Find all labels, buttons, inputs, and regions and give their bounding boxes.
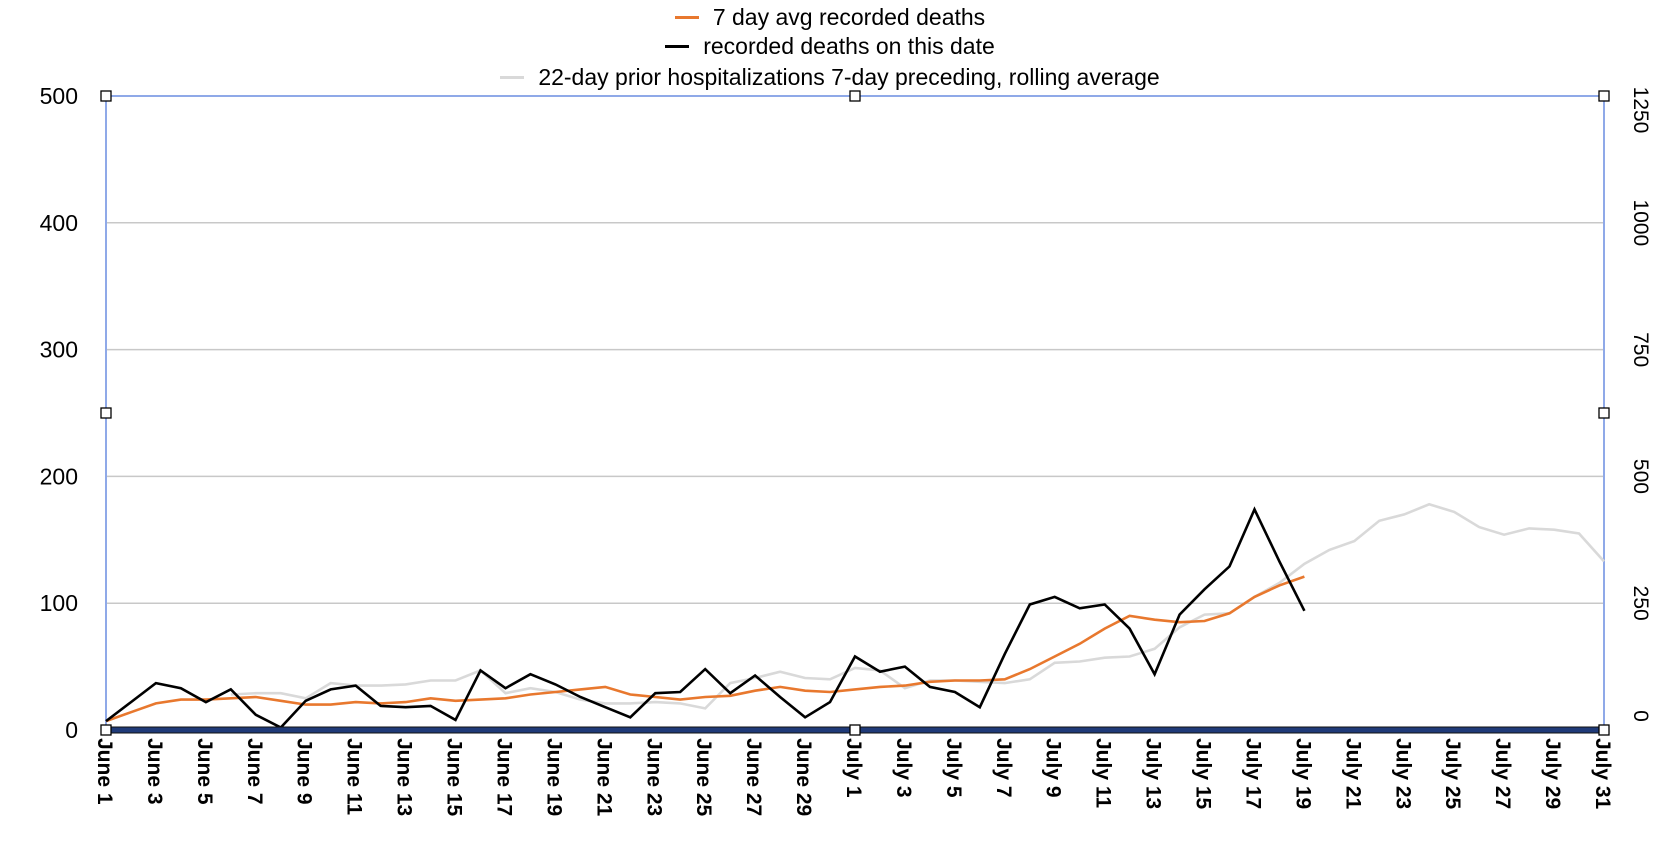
x-tick-label: June 23 xyxy=(642,738,665,816)
x-tick-label: June 25 xyxy=(692,738,715,817)
y-tick-label: 400 xyxy=(40,210,78,236)
x-tick-label: July 1 xyxy=(842,738,865,798)
x-tick-label: July 29 xyxy=(1541,738,1564,809)
resize-handle[interactable] xyxy=(100,407,112,419)
x-tick-label: July 13 xyxy=(1142,738,1165,809)
y-tick-label: 0 xyxy=(65,717,78,743)
x-tick-label: June 5 xyxy=(193,738,216,805)
x-tick-label: June 27 xyxy=(742,738,765,816)
legend-swatch-black xyxy=(665,44,690,48)
x-tick-label: July 5 xyxy=(942,738,965,798)
y-tick-label: 300 xyxy=(40,337,78,363)
gridlines xyxy=(106,222,1604,604)
resize-handle[interactable] xyxy=(849,724,861,736)
x-axis-ticks: June 1 June 3 June 5 June 7 June 9 June 11 Jun… xyxy=(93,738,1614,817)
selection-handles[interactable] xyxy=(100,90,1610,736)
secondary-y-axis-ticks: 0 250 500 750 1000 1250 xyxy=(1629,87,1652,722)
resize-handle[interactable] xyxy=(849,90,861,102)
x-tick-label: July 3 xyxy=(892,738,915,798)
y2-tick-label: 1250 xyxy=(1629,87,1652,134)
resize-handle[interactable] xyxy=(1598,407,1610,419)
y-tick-label: 100 xyxy=(40,590,78,616)
legend-swatch-gray xyxy=(500,75,525,79)
legend-label: recorded deaths on this date xyxy=(703,33,995,59)
resize-handle[interactable] xyxy=(100,724,112,736)
y-tick-label: 500 xyxy=(40,83,78,109)
resize-handle[interactable] xyxy=(1598,724,1610,736)
x-tick-label: July 27 xyxy=(1491,738,1514,809)
legend-label: 7 day avg recorded deaths xyxy=(712,4,986,30)
x-tick-label: June 13 xyxy=(393,738,416,816)
series-line-0 xyxy=(105,575,1305,723)
x-tick-label: July 31 xyxy=(1591,738,1614,810)
legend-item-7day-avg[interactable]: 7 day avg recorded deaths xyxy=(0,3,1660,31)
x-tick-label: June 1 xyxy=(93,738,116,805)
x-tick-label: July 21 xyxy=(1341,738,1364,810)
resize-handle[interactable] xyxy=(1598,90,1610,102)
x-tick-label: June 7 xyxy=(243,738,266,805)
x-tick-label: June 3 xyxy=(143,738,166,805)
legend-item-hospitalizations[interactable]: 22-day prior hospitalizations 7-day prec… xyxy=(0,63,1660,91)
legend-swatch-orange xyxy=(674,15,699,19)
x-tick-label: July 19 xyxy=(1291,738,1314,809)
series-line-1 xyxy=(105,506,1306,730)
chart-selection-border xyxy=(105,95,1605,731)
x-tick-label: July 17 xyxy=(1241,738,1264,809)
x-tick-label: June 19 xyxy=(542,738,565,816)
x-tick-label: July 25 xyxy=(1441,738,1464,810)
x-tick-label: June 21 xyxy=(592,738,615,817)
y2-tick-label: 250 xyxy=(1629,586,1652,621)
y2-tick-label: 750 xyxy=(1629,332,1652,367)
primary-y-axis-ticks: 0 100 200 300 400 500 xyxy=(40,83,78,743)
series-layer xyxy=(105,502,1605,730)
x-tick-label: June 29 xyxy=(792,738,815,816)
x-tick-label: June 15 xyxy=(443,738,466,817)
x-tick-label: June 9 xyxy=(293,738,316,805)
x-tick-label: June 11 xyxy=(343,738,366,815)
selection-frame[interactable] xyxy=(105,95,1605,731)
x-tick-label: July 9 xyxy=(1042,738,1065,798)
y-tick-label: 200 xyxy=(40,463,78,489)
legend-label: 22-day prior hospitalizations 7-day prec… xyxy=(538,64,1160,90)
x-tick-label: July 15 xyxy=(1192,738,1215,810)
x-tick-label: June 17 xyxy=(492,738,515,816)
y2-tick-label: 500 xyxy=(1629,459,1652,494)
x-tick-label: July 7 xyxy=(992,738,1015,798)
x-tick-label: July 23 xyxy=(1391,738,1414,809)
legend-item-recorded-deaths[interactable]: recorded deaths on this date xyxy=(0,32,1660,60)
y2-tick-label: 0 xyxy=(1629,710,1652,722)
y2-tick-label: 1000 xyxy=(1629,199,1652,246)
resize-handle[interactable] xyxy=(100,90,112,102)
x-tick-label: July 11 xyxy=(1092,738,1115,808)
